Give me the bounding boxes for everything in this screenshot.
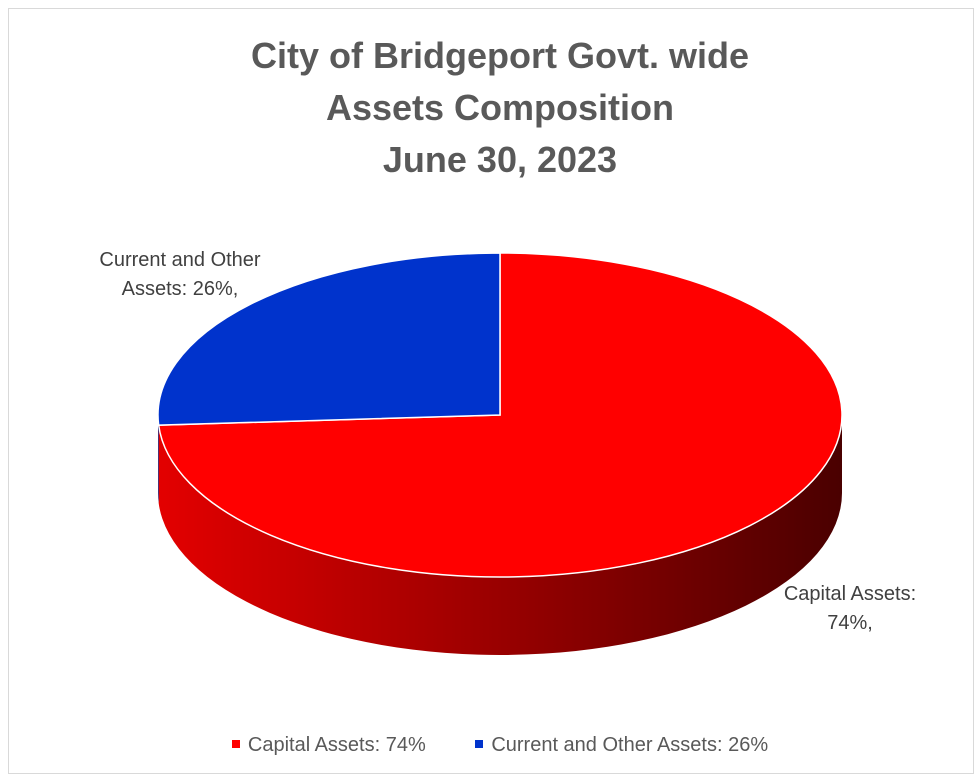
- data-label-capital-assets: Capital Assets: 74%,: [760, 580, 940, 638]
- data-label-capital-line-2: 74%,: [827, 612, 873, 634]
- chart-title-line-3: June 30, 2023: [382, 139, 618, 180]
- legend-label-current-other-assets: Current and Other Assets: 26%: [491, 734, 769, 756]
- legend-label-capital-assets: Capital Assets: 74%: [247, 734, 426, 756]
- legend-item-capital-assets: Capital Assets: 74%: [231, 734, 426, 757]
- chart-title-line-1: City of Bridgeport Govt. wide: [250, 35, 749, 76]
- legend-swatch-current-other-assets: [475, 739, 484, 748]
- pie-side-1: [158, 415, 159, 504]
- chart-title-line-2: Assets Composition: [325, 87, 675, 128]
- data-label-current-other-assets: Current and Other Assets: 26%,: [60, 246, 300, 304]
- chart-title: City of Bridgeport Govt. wide Assets Com…: [0, 30, 980, 186]
- data-label-capital-line-1: Capital Assets:: [783, 583, 917, 605]
- pie-slice-current-other-assets: [157, 252, 501, 426]
- data-label-current-line-1: Current and Other: [99, 249, 261, 271]
- chart-legend: Capital Assets: 74% Current and Other As…: [0, 734, 980, 757]
- legend-swatch-capital-assets: [231, 739, 240, 748]
- legend-item-current-other-assets: Current and Other Assets: 26%: [475, 734, 768, 757]
- data-label-current-line-2: Assets: 26%,: [121, 278, 239, 300]
- pie-side-0: [158, 415, 842, 655]
